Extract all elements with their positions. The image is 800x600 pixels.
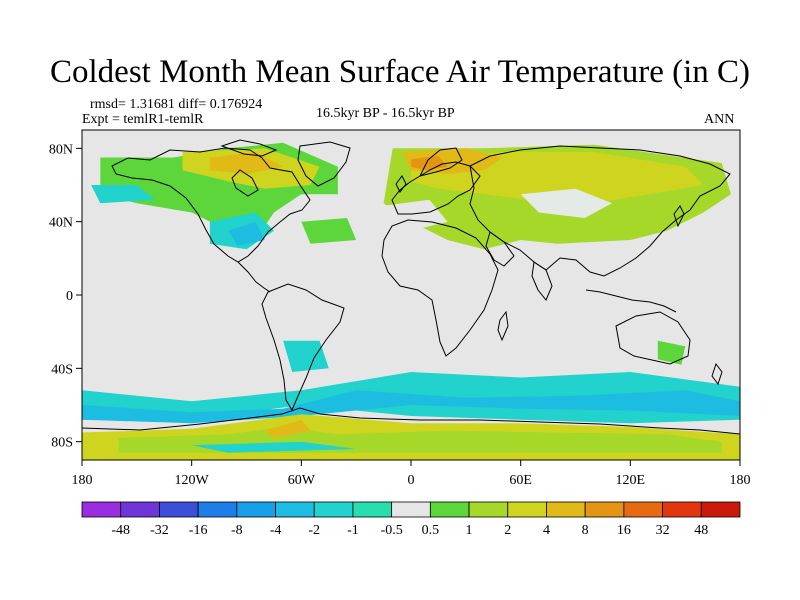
lat-tick-label: 80S bbox=[51, 436, 73, 451]
coast-new-zealand bbox=[711, 362, 723, 386]
colorbar-swatch bbox=[468, 501, 509, 518]
anomaly-region bbox=[82, 390, 740, 424]
longitude-axis: 180 120W 60W 0 60E 120E 180 bbox=[72, 460, 751, 488]
colorbar-label: -4 bbox=[270, 523, 282, 538]
coast-scandinavia bbox=[419, 147, 463, 177]
anomaly-region bbox=[657, 340, 686, 365]
lon-tick-label: 60W bbox=[288, 473, 316, 488]
coast-north-america bbox=[111, 147, 311, 263]
coast-indonesia bbox=[585, 289, 677, 313]
colorbar-swatch bbox=[391, 501, 431, 518]
coast-hudson-bay bbox=[231, 169, 259, 197]
colorbar-label: -32 bbox=[150, 523, 169, 538]
lat-tick-label: 40N bbox=[49, 216, 73, 231]
colorbar-swatch bbox=[584, 501, 625, 518]
lon-tick-label: 180 bbox=[730, 473, 751, 488]
lon-tick-label: 0 bbox=[408, 473, 415, 488]
colorbar-swatch bbox=[352, 501, 393, 518]
anomaly-region bbox=[520, 188, 613, 218]
coast-greenland bbox=[297, 141, 351, 187]
latitude-axis: 80N 40N 0 40S 80S bbox=[49, 142, 82, 451]
colorbar-swatch bbox=[623, 501, 663, 518]
coast-antarctica bbox=[82, 407, 740, 435]
stats-label: rmsd= 1.31681 diff= 0.176924 bbox=[90, 97, 263, 112]
lat-tick-label: 0 bbox=[66, 289, 73, 304]
coast-central-america bbox=[237, 261, 271, 293]
anomaly-region bbox=[264, 419, 311, 438]
anomaly-region bbox=[301, 218, 357, 244]
colorbar-swatch bbox=[275, 501, 315, 518]
lat-tick-label: 40S bbox=[51, 362, 73, 377]
coast-arctic-islands bbox=[220, 139, 278, 157]
coast-arabia bbox=[485, 231, 515, 267]
coast-australia bbox=[615, 311, 691, 365]
colorbar: -48 -32 -16 -8 -4 -2 -1 -0.5 0.5 1 2 4 8 16 32 48 bbox=[81, 501, 741, 538]
anomaly-region bbox=[374, 199, 448, 231]
colorbar-swatch bbox=[120, 501, 160, 518]
colorbar-label: -1 bbox=[347, 523, 359, 538]
chart-title: Coldest Month Mean Surface Air Temperatu… bbox=[50, 54, 750, 90]
coast-africa bbox=[381, 219, 499, 357]
coast-madagascar bbox=[497, 310, 509, 342]
coast-south-america bbox=[261, 283, 345, 412]
colorbar-label: 16 bbox=[617, 523, 631, 538]
colorbar-swatch bbox=[236, 501, 276, 518]
lon-tick-label: 180 bbox=[72, 473, 93, 488]
period-label: 16.5kyr BP - 16.5kyr BP bbox=[316, 106, 455, 121]
lon-tick-label: 120E bbox=[616, 473, 646, 488]
experiment-label: Expt = temlR1-temlR bbox=[82, 112, 204, 127]
lat-tick-label: 80N bbox=[49, 142, 73, 157]
anomaly-region bbox=[411, 155, 448, 171]
anomaly-region bbox=[91, 185, 156, 204]
anomaly-region bbox=[191, 441, 357, 453]
anomaly-field bbox=[82, 142, 740, 460]
colorbar-swatch bbox=[507, 501, 547, 518]
colorbar-label: 4 bbox=[543, 523, 550, 538]
colorbar-swatch bbox=[662, 501, 702, 518]
anomaly-region bbox=[283, 340, 329, 372]
colorbar-label: -16 bbox=[189, 523, 208, 538]
colorbar-swatch bbox=[81, 501, 122, 518]
colorbar-swatch bbox=[700, 501, 741, 518]
colorbar-label: -48 bbox=[111, 523, 130, 538]
colorbar-label: -8 bbox=[231, 523, 243, 538]
colorbar-label: 0.5 bbox=[422, 523, 440, 538]
colorbar-swatch bbox=[197, 501, 238, 518]
lon-tick-label: 120W bbox=[175, 473, 210, 488]
anomaly-region bbox=[228, 221, 265, 246]
colorbar-swatch bbox=[546, 501, 586, 518]
colorbar-label: 2 bbox=[504, 523, 511, 538]
colorbar-label: 32 bbox=[656, 523, 670, 538]
coastlines bbox=[82, 139, 740, 435]
coast-india bbox=[531, 261, 553, 301]
colorbar-swatch bbox=[429, 501, 470, 518]
colorbar-label: 8 bbox=[582, 523, 589, 538]
colorbar-swatch bbox=[159, 501, 199, 518]
season-label: ANN bbox=[704, 112, 735, 127]
anomaly-region bbox=[209, 152, 284, 174]
colorbar-label: -0.5 bbox=[381, 523, 403, 538]
coast-uk bbox=[395, 175, 407, 193]
lon-tick-label: 60E bbox=[509, 473, 532, 488]
colorbar-label: -2 bbox=[308, 523, 320, 538]
colorbar-label: 48 bbox=[694, 523, 708, 538]
coast-europe bbox=[391, 161, 481, 215]
colorbar-swatch bbox=[313, 501, 354, 518]
coast-japan bbox=[673, 205, 685, 228]
colorbar-label: 1 bbox=[466, 523, 473, 538]
